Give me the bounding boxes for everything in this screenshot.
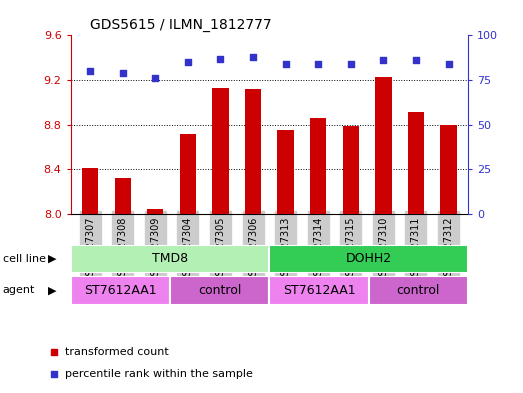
Text: ST7612AA1: ST7612AA1 xyxy=(283,284,355,297)
Point xyxy=(445,61,453,67)
Point xyxy=(412,57,420,64)
Bar xyxy=(82,168,98,214)
Bar xyxy=(212,88,229,214)
Bar xyxy=(170,276,269,305)
Point xyxy=(314,61,322,67)
Text: ST7612AA1: ST7612AA1 xyxy=(84,284,156,297)
Point xyxy=(281,61,290,67)
Point xyxy=(86,68,94,74)
Bar xyxy=(71,276,170,305)
Bar xyxy=(310,118,326,214)
Text: ▶: ▶ xyxy=(48,254,56,264)
Bar xyxy=(408,112,424,214)
Point xyxy=(249,54,257,60)
Point xyxy=(347,61,355,67)
Point xyxy=(151,75,160,81)
Bar xyxy=(245,89,261,214)
Bar xyxy=(269,276,369,305)
Bar xyxy=(278,130,294,214)
Text: TMD8: TMD8 xyxy=(152,252,188,266)
Bar xyxy=(147,209,164,214)
Text: percentile rank within the sample: percentile rank within the sample xyxy=(65,369,253,379)
Text: DOHH2: DOHH2 xyxy=(346,252,392,266)
Point xyxy=(184,59,192,65)
Bar xyxy=(180,134,196,214)
Bar xyxy=(375,77,392,214)
Point xyxy=(217,55,225,62)
Bar xyxy=(115,178,131,214)
Text: cell line: cell line xyxy=(3,254,46,264)
Bar xyxy=(440,125,457,214)
Text: transformed count: transformed count xyxy=(65,347,169,357)
Bar xyxy=(369,276,468,305)
Text: GDS5615 / ILMN_1812777: GDS5615 / ILMN_1812777 xyxy=(90,18,272,31)
Text: control: control xyxy=(198,284,241,297)
Bar xyxy=(269,245,468,273)
Point xyxy=(379,57,388,64)
Bar xyxy=(343,126,359,214)
Bar xyxy=(71,245,269,273)
Text: ▶: ▶ xyxy=(48,285,56,296)
Point xyxy=(336,221,344,227)
Point xyxy=(336,26,344,32)
Point xyxy=(119,70,127,76)
Text: agent: agent xyxy=(3,285,35,296)
Text: control: control xyxy=(397,284,440,297)
